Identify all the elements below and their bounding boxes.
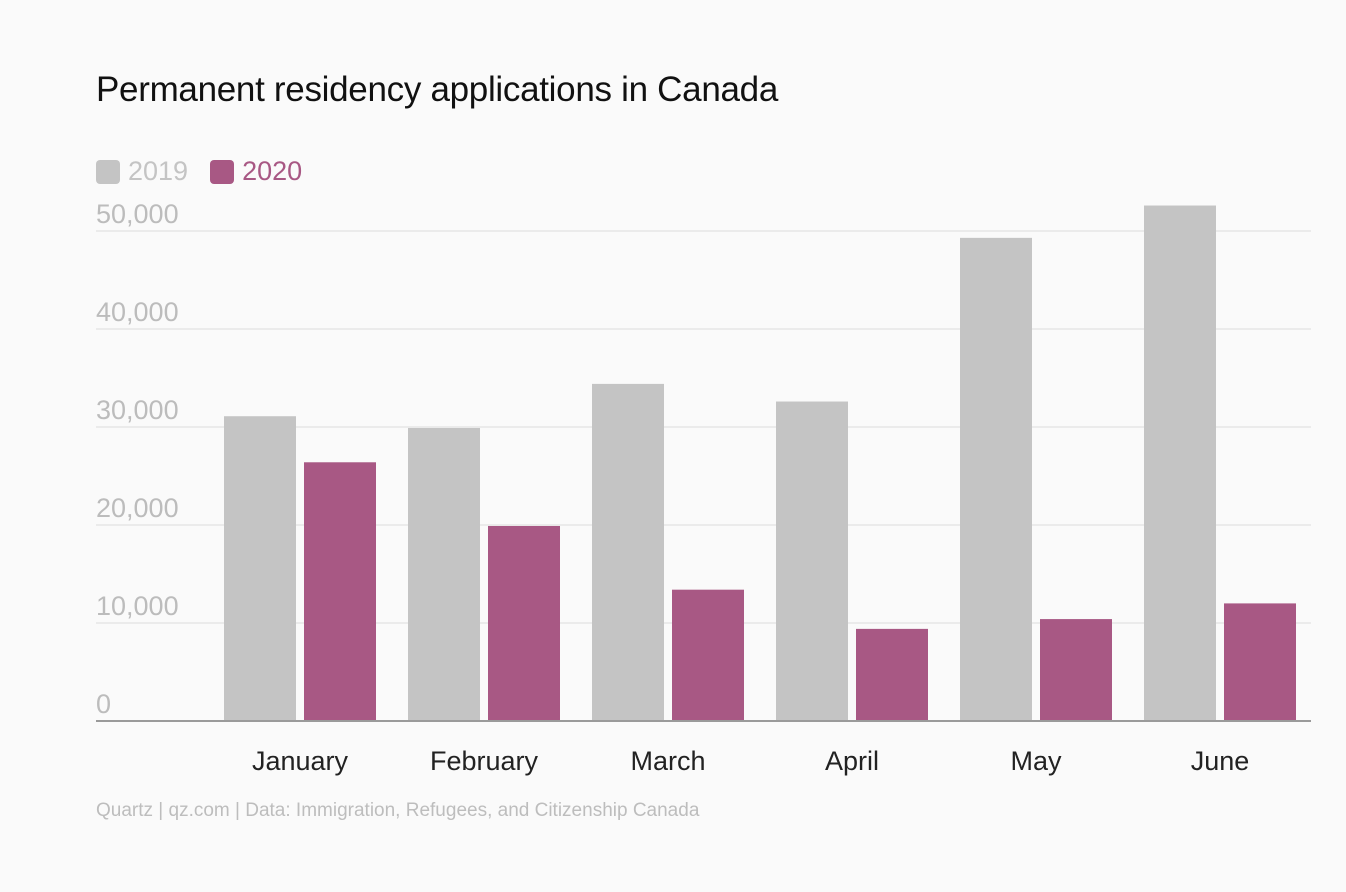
x-tick-label: May — [1010, 746, 1062, 776]
y-tick-label: 0 — [96, 689, 111, 719]
bar-2020-february — [488, 525, 560, 721]
chart-title: Permanent residency applications in Cana… — [96, 70, 778, 109]
bar-2019-june — [1144, 205, 1216, 721]
bar-2019-march — [592, 383, 664, 721]
bar-2019-april — [776, 401, 848, 721]
legend-item-2020: 2020 — [210, 156, 302, 187]
y-tick-label: 10,000 — [96, 591, 179, 621]
bar-2020-april — [856, 628, 928, 721]
legend-swatch-2019 — [96, 159, 120, 184]
bar-2019-january — [224, 416, 296, 721]
bar-2020-may — [1040, 619, 1112, 721]
bar-2020-june — [1224, 603, 1296, 721]
y-tick-label: 30,000 — [96, 395, 179, 425]
y-tick-label: 20,000 — [96, 493, 179, 523]
legend-label-2020: 2020 — [242, 156, 303, 186]
legend: 2019 2020 — [96, 156, 324, 187]
x-tick-label: June — [1191, 746, 1250, 776]
bar-2019-february — [408, 427, 480, 721]
x-tick-label: February — [430, 746, 539, 776]
x-tick-label: January — [252, 746, 349, 776]
x-tick-label: April — [825, 746, 879, 776]
source-footer: Quartz | qz.com | Data: Immigration, Ref… — [96, 800, 700, 821]
x-tick-label: March — [630, 746, 705, 776]
y-tick-label: 40,000 — [96, 297, 179, 327]
y-tick-label: 50,000 — [96, 199, 179, 229]
bar-2020-march — [672, 589, 744, 721]
bar-2020-january — [304, 462, 376, 721]
legend-swatch-2020 — [210, 159, 235, 184]
legend-item-2019: 2019 — [96, 156, 188, 187]
bar-2019-may — [960, 237, 1032, 722]
legend-label-2019: 2019 — [128, 156, 189, 186]
